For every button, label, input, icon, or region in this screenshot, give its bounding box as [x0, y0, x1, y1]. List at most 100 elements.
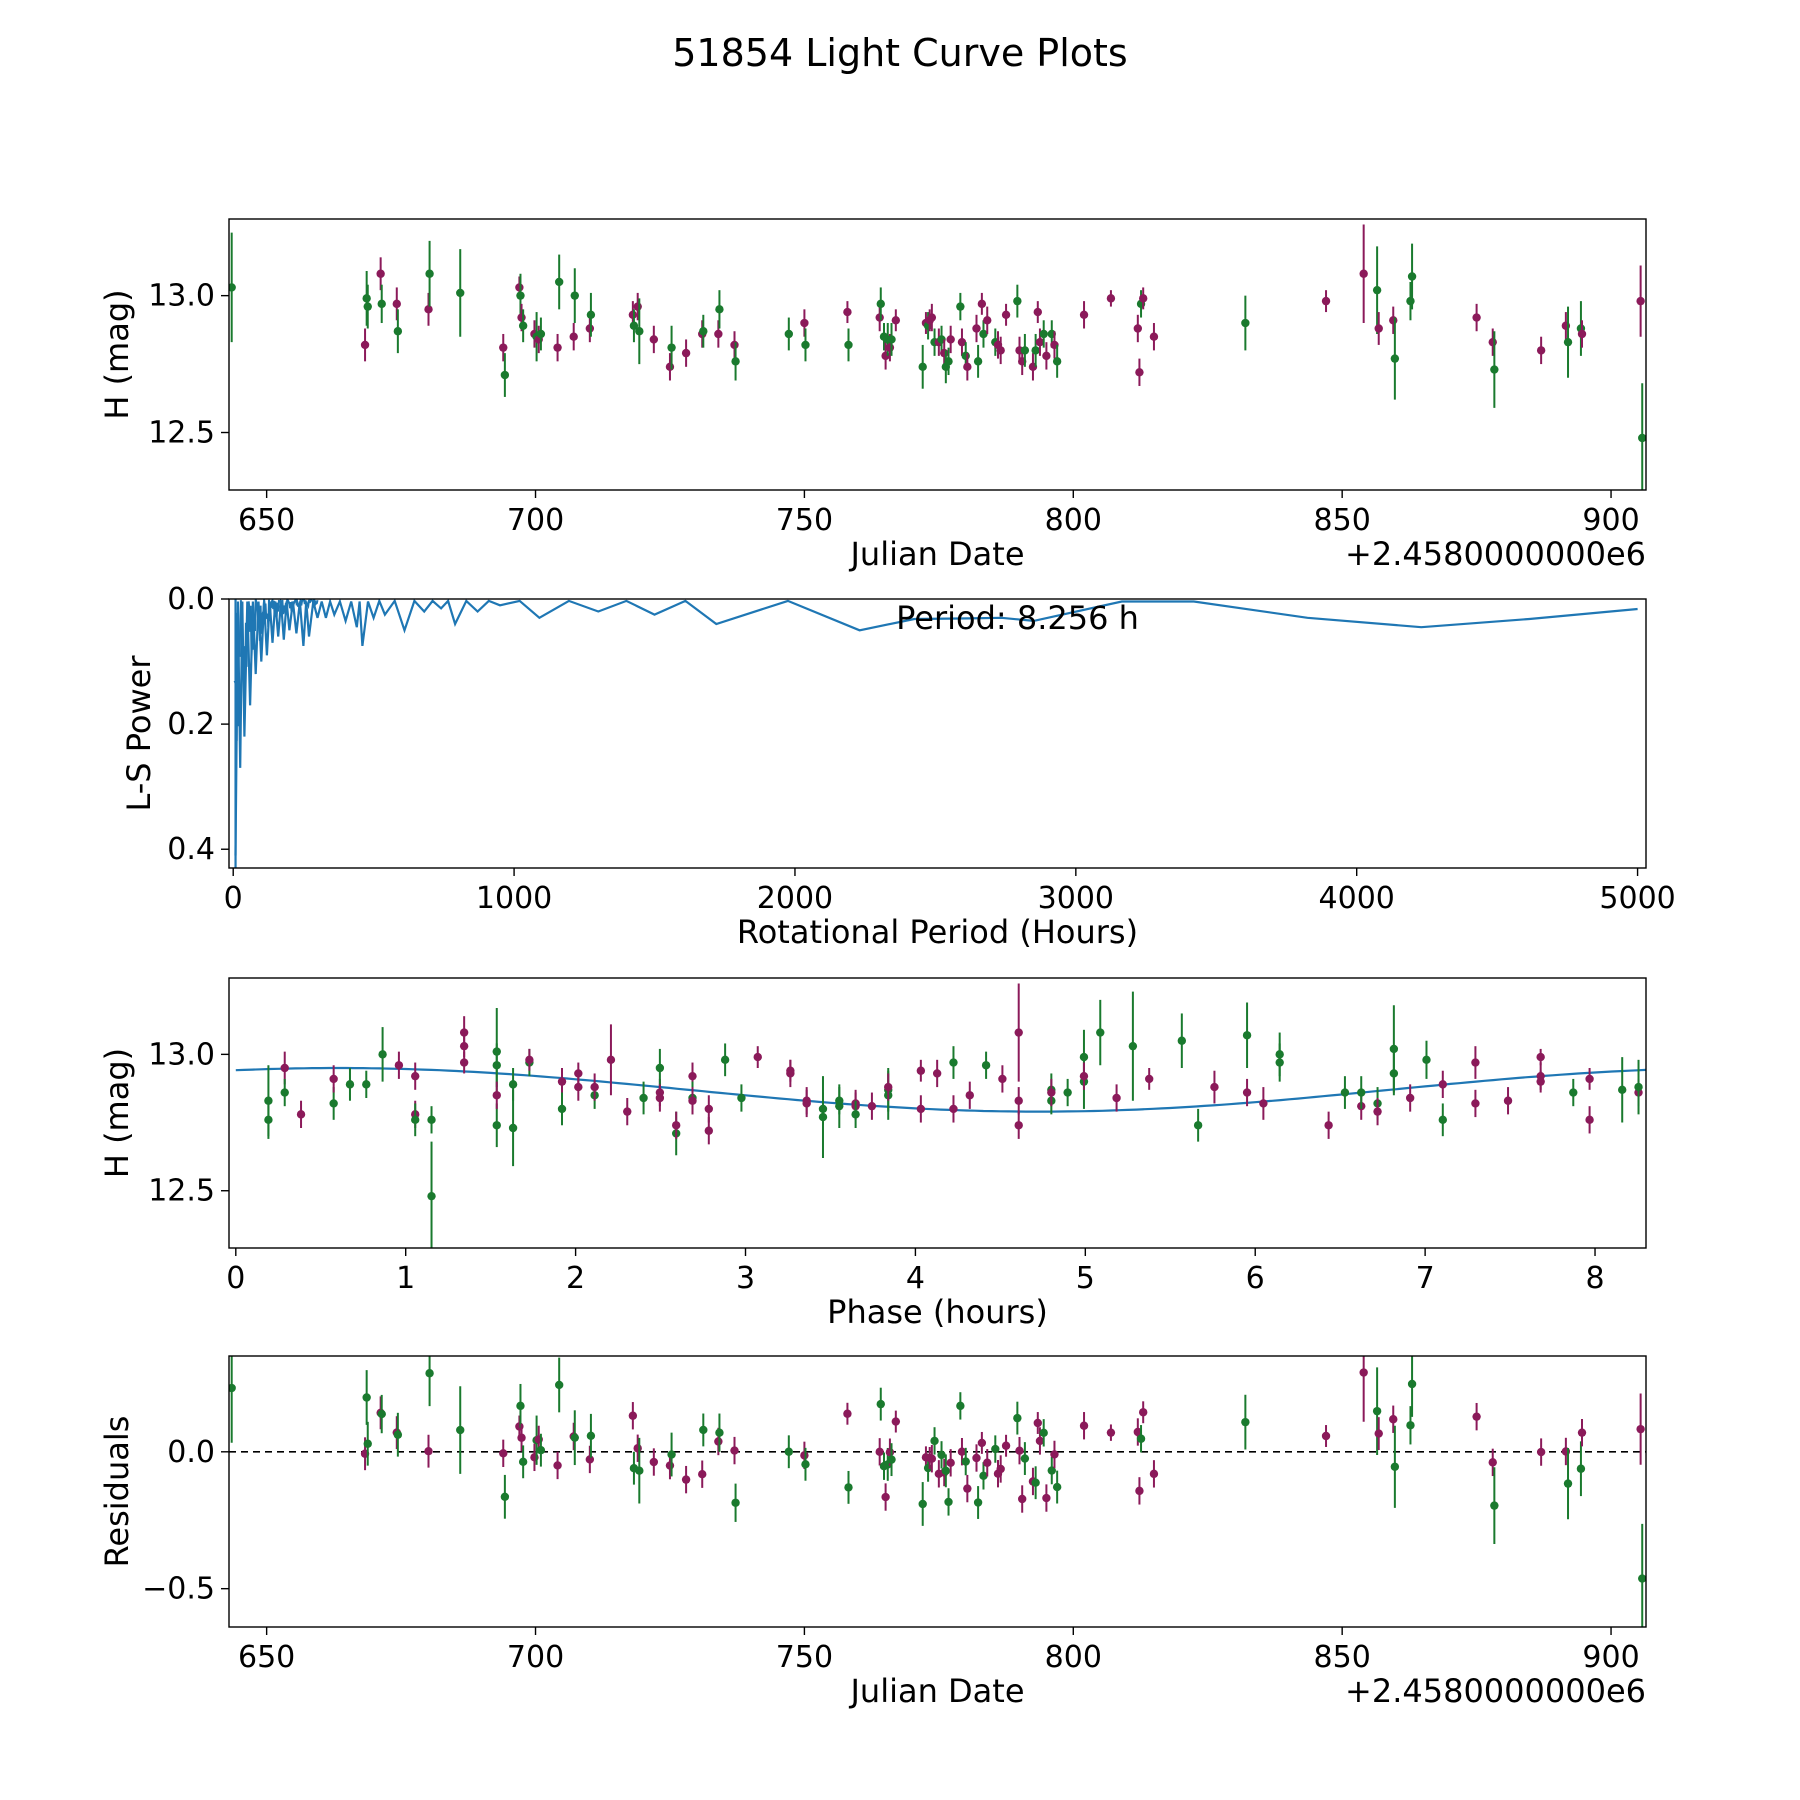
data-point-phase-38 [655, 1063, 665, 1073]
data-point-phase-75 [835, 1096, 844, 1105]
data-point-lc-33 [667, 343, 676, 352]
data-point-res-93 [1106, 1428, 1116, 1437]
data-point-phase-13 [459, 1041, 469, 1051]
data-point-lc-28 [629, 321, 639, 330]
data-point-lc-36 [699, 327, 708, 336]
x-tick-label-res-5: 900 [1582, 1640, 1639, 1675]
data-point-res-82 [1020, 1454, 1030, 1463]
data-point-phase-63 [1193, 1121, 1203, 1130]
panel-phase-frame [228, 977, 1647, 1249]
data-point-phase-109 [688, 1096, 697, 1105]
data-point-res-39 [730, 1446, 739, 1455]
x-axis-label-phase: Phase (hours) [827, 1293, 1048, 1331]
data-point-lc-44 [843, 307, 852, 317]
data-point-res-35 [698, 1470, 707, 1479]
data-point-phase-19 [1112, 1093, 1121, 1103]
data-point-res-106 [1406, 1421, 1415, 1430]
data-point-lc-46 [875, 313, 884, 322]
data-point-res-26 [586, 1431, 596, 1440]
panel-res: 650 700 750 800 850 900 0.0 −0.5 Julian Date Resi… [98, 1355, 1647, 1710]
data-point-res-64 [944, 1497, 953, 1507]
x-tick-label-lc-4: 850 [1314, 503, 1371, 538]
panel-res-frame [228, 1355, 1647, 1628]
data-point-phase-62 [1373, 1107, 1382, 1116]
x-tick-label-phase-3: 3 [736, 1261, 755, 1296]
data-point-res-21 [553, 1461, 562, 1470]
data-point-res-92 [1079, 1421, 1089, 1430]
data-point-phase-93 [1536, 1052, 1545, 1062]
data-point-lc-20 [536, 329, 546, 339]
data-point-phase-4 [459, 1028, 469, 1037]
x-tick-label-lc-2: 750 [776, 503, 833, 538]
data-point-lc-45 [844, 340, 853, 350]
data-point-phase-84 [557, 1104, 567, 1114]
data-point-phase-103 [1210, 1082, 1219, 1092]
data-point-phase-107 [1242, 1031, 1252, 1040]
data-point-phase-56 [362, 1080, 371, 1089]
data-point-res-29 [633, 1444, 642, 1453]
y-tick-label-res-1: −0.5 [142, 1572, 215, 1607]
data-point-phase-116 [606, 1055, 616, 1065]
data-point-phase-117 [427, 1191, 436, 1201]
x-tick-label-lc-5: 900 [1582, 503, 1639, 538]
data-point-res-97 [1138, 1408, 1148, 1417]
data-point-phase-112 [1438, 1080, 1447, 1089]
data-point-lc-99 [1241, 318, 1250, 328]
data-point-phase-66 [981, 1061, 991, 1070]
data-point-lc-7 [393, 327, 403, 336]
data-point-lc-6 [392, 299, 401, 309]
x-tick-label-res-4: 850 [1314, 1640, 1371, 1675]
data-point-lc-11 [499, 343, 508, 352]
data-point-lc-65 [946, 335, 955, 344]
data-point-lc-72 [977, 299, 987, 309]
x-tick-label-phase-6: 6 [1246, 1261, 1265, 1296]
data-point-phase-61 [737, 1093, 746, 1103]
data-point-lc-16 [518, 321, 528, 330]
data-point-phase-16 [508, 1080, 518, 1089]
data-point-lc-109 [1488, 337, 1497, 347]
data-point-phase-81 [1585, 1115, 1594, 1125]
data-point-lc-22 [554, 277, 564, 287]
data-point-phase-6 [1471, 1058, 1480, 1067]
data-point-lc-98 [1149, 332, 1159, 341]
data-point-lc-14 [516, 291, 525, 300]
data-point-phase-101 [1014, 1028, 1023, 1037]
data-point-phase-20 [1340, 1088, 1350, 1097]
data-point-phase-80 [949, 1104, 958, 1114]
data-point-phase-72 [459, 1058, 469, 1067]
data-point-res-14 [516, 1401, 525, 1411]
data-point-res-16 [518, 1457, 528, 1467]
data-point-phase-86 [1014, 1096, 1023, 1105]
x-tick-label-phase-1: 1 [396, 1261, 415, 1296]
data-point-lc-42 [800, 318, 809, 328]
data-point-res-99 [1241, 1417, 1250, 1427]
data-point-res-104 [1389, 1415, 1398, 1424]
data-point-lc-8 [424, 305, 433, 314]
data-point-lc-115 [1577, 329, 1587, 339]
data-point-lc-88 [1042, 351, 1051, 361]
data-point-res-25 [585, 1455, 595, 1464]
data-point-res-116 [1636, 1424, 1645, 1434]
data-point-lc-24 [570, 291, 579, 300]
data-point-lc-91 [1052, 357, 1062, 366]
data-point-res-38 [715, 1428, 724, 1437]
data-point-lc-58 [927, 313, 937, 322]
data-point-res-105 [1390, 1462, 1400, 1471]
data-point-phase-114 [1634, 1082, 1643, 1092]
data-point-lc-78 [1001, 310, 1011, 320]
data-point-phase-1 [1259, 1099, 1268, 1108]
data-point-lc-104 [1389, 316, 1398, 325]
data-point-res-74 [983, 1458, 992, 1467]
data-point-phase-95 [704, 1126, 714, 1135]
x-tick-label-phase-2: 2 [566, 1261, 585, 1296]
data-point-phase-31 [1405, 1093, 1415, 1103]
data-point-res-114 [1576, 1464, 1586, 1473]
data-point-phase-70 [590, 1082, 599, 1092]
data-point-res-47 [876, 1399, 885, 1409]
data-point-res-15 [517, 1433, 526, 1442]
data-point-res-102 [1372, 1406, 1382, 1416]
panel-lc-frame [228, 218, 1647, 491]
figure-title: 51854 Light Curve Plots [672, 31, 1127, 75]
data-point-lc-15 [517, 313, 526, 322]
